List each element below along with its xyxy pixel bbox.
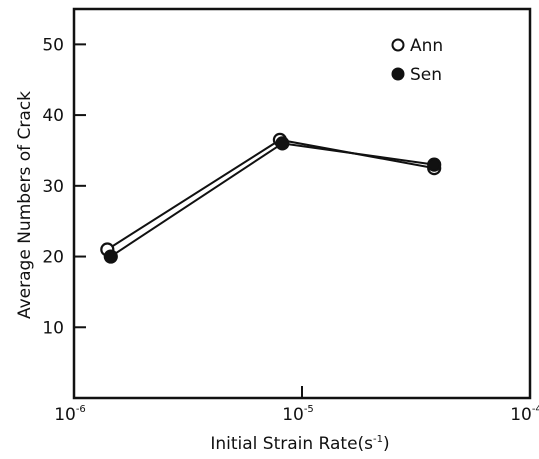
x-axis-ticks: 10-6 10-5 10-4	[54, 386, 539, 425]
data-point-sen	[103, 249, 118, 264]
plot-frame	[72, 7, 532, 400]
y-tick-label: 30	[42, 177, 64, 197]
y-tick-label: 50	[42, 35, 64, 55]
x-tick-label: 10-6	[54, 404, 86, 425]
legend: Ann Sen	[391, 36, 443, 85]
series-line-ann	[106, 138, 435, 251]
x-tick-label: 10-5	[282, 404, 314, 425]
legend-marker-sen	[391, 67, 405, 81]
y-tick-label: 40	[42, 106, 64, 126]
legend-label-sen: Sen	[410, 65, 442, 85]
series-line-sen	[110, 142, 435, 258]
data-point-sen	[275, 136, 290, 151]
x-tick-label: 10-4	[510, 404, 539, 425]
legend-marker-ann	[391, 38, 405, 52]
series-layer	[100, 132, 442, 264]
data-point-sen	[427, 157, 442, 172]
y-tick-label: 20	[42, 248, 64, 268]
y-axis-ticks: 10 20 30 40 50	[42, 35, 86, 338]
y-axis-title: Average Numbers of Crack	[15, 91, 35, 319]
y-tick-label: 10	[42, 318, 64, 338]
x-axis-title: Initial Strain Rate(s-1)	[210, 434, 389, 454]
legend-label-ann: Ann	[410, 36, 443, 56]
